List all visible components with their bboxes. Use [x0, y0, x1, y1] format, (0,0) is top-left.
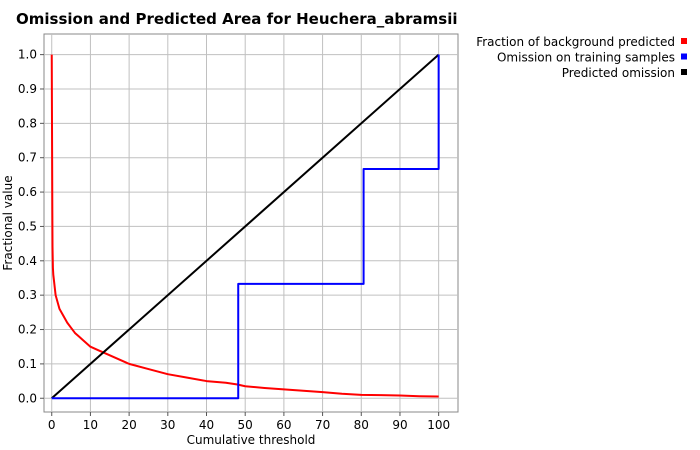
- y-tick-label: 0.0: [18, 391, 37, 405]
- legend-label: Omission on training samples: [497, 51, 675, 65]
- x-tick-label: 100: [427, 418, 450, 432]
- x-tick-label: 30: [160, 418, 175, 432]
- series-line-omission-on-training-samples: [51, 54, 440, 400]
- axis-ticks: 0 10 20 30 40 50 60 70 80 90 100 0.0 0.1 0.2 0.3 0.4 0.5…: [18, 48, 450, 432]
- y-tick-label: 0.3: [18, 288, 37, 302]
- y-tick-label: 0.7: [18, 151, 37, 165]
- y-axis-label: Fractional value: [1, 175, 15, 270]
- series-line-fraction-of-background-predicted: [50, 54, 439, 398]
- y-tick-label: 0.2: [18, 323, 37, 337]
- plot-area: [43, 33, 459, 413]
- legend: Fraction of background predicted Omission…: [476, 35, 687, 80]
- legend-swatch: [681, 38, 687, 44]
- y-tick-label: 0.8: [18, 116, 37, 130]
- y-tick-label: 0.9: [18, 82, 37, 96]
- x-tick-label: 80: [354, 418, 369, 432]
- x-tick-label: 10: [83, 418, 98, 432]
- legend-swatch: [681, 53, 687, 60]
- x-axis-label: Cumulative threshold: [187, 433, 316, 447]
- x-tick-label: 70: [315, 418, 330, 432]
- x-tick-label: 0: [48, 418, 56, 432]
- y-tick-label: 0.6: [18, 185, 37, 199]
- x-tick-label: 60: [276, 418, 291, 432]
- legend-label: Predicted omission: [562, 66, 675, 80]
- series-line-predicted-omission: [51, 53, 440, 399]
- x-tick-label: 90: [392, 418, 407, 432]
- y-tick-label: 0.5: [18, 219, 37, 233]
- y-tick-label: 0.4: [18, 254, 37, 268]
- y-tick-label: 1.0: [18, 48, 37, 62]
- y-tick-label: 0.1: [18, 357, 37, 371]
- legend-label: Fraction of background predicted: [476, 35, 675, 49]
- x-tick-label: 40: [199, 418, 214, 432]
- series-lines: [50, 53, 440, 400]
- chart-title: Omission and Predicted Area for Heuchera…: [16, 10, 458, 28]
- legend-swatch: [681, 69, 687, 75]
- x-tick-label: 20: [121, 418, 136, 432]
- x-tick-label: 50: [238, 418, 253, 432]
